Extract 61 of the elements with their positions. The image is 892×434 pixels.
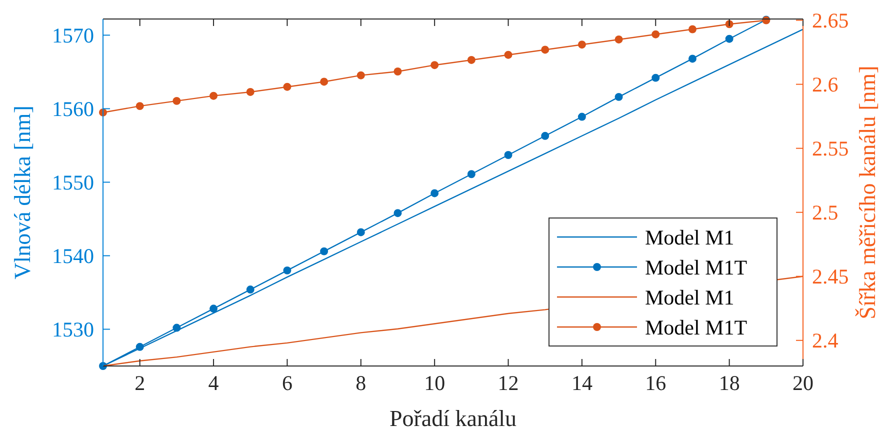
point: [504, 151, 512, 159]
point: [725, 34, 734, 43]
point: [136, 102, 144, 110]
point: [246, 88, 254, 96]
x-tick-label: 6: [282, 371, 292, 395]
point: [172, 96, 181, 105]
legend-label: Model M1T: [645, 255, 748, 280]
y-tick-label: 1530: [52, 318, 94, 342]
point: [578, 112, 586, 121]
point: [172, 324, 181, 332]
y2-axis-title: Šířka měřicího kanálu [nm]: [855, 66, 880, 320]
y-tick-label: 1560: [52, 97, 94, 122]
y2-tick-label: 2.45: [812, 264, 849, 289]
point: [320, 247, 328, 256]
point: [283, 82, 292, 91]
x-axis-title: Pořadí kanálu: [389, 406, 518, 431]
y-axis-title: Vlnová délka [nm]: [10, 106, 35, 280]
point: [210, 304, 218, 313]
point: [394, 209, 402, 218]
point: [652, 30, 660, 38]
point: [467, 56, 476, 64]
x-tick-label: 12: [498, 371, 519, 395]
point: [614, 36, 623, 44]
legend-label: Model M1: [645, 225, 734, 250]
x-tick-label: 14: [571, 371, 593, 395]
point: [356, 71, 365, 80]
point: [394, 68, 402, 76]
x-tick-label: 16: [645, 371, 666, 395]
legend-label: Model M1: [645, 285, 734, 310]
y2-tick-label: 2.55: [812, 136, 849, 161]
point: [210, 92, 218, 100]
point: [136, 342, 144, 351]
x-tick-label: 8: [356, 371, 366, 395]
point: [541, 132, 550, 140]
x-tick-label: 4: [208, 371, 220, 395]
point: [688, 25, 696, 34]
y2-tick-label: 2.5: [812, 200, 838, 225]
y2-tick-label: 2.65: [812, 8, 849, 33]
y2-tick-label: 2.4: [812, 328, 839, 353]
y-tick-label: 1570: [52, 24, 94, 48]
point: [430, 189, 439, 198]
point: [320, 78, 328, 86]
y-tick-label: 1540: [52, 244, 94, 268]
point: [688, 54, 696, 63]
point: [246, 286, 254, 294]
point: [467, 170, 476, 178]
point: [578, 40, 586, 49]
point: [652, 74, 660, 82]
point: [283, 266, 292, 274]
point: [614, 92, 623, 101]
point: [356, 228, 365, 236]
x-tick-label: 2: [134, 371, 146, 395]
x-tick-label: 18: [718, 371, 740, 395]
legend-label: Model M1T: [645, 315, 748, 340]
y2-tick-label: 2.6: [812, 72, 838, 97]
y-tick-label: 1550: [52, 170, 94, 195]
x-tick-label: 20: [792, 371, 814, 395]
x-tick-label: 10: [424, 371, 446, 395]
point: [430, 61, 439, 70]
point: [541, 46, 550, 54]
point: [504, 50, 512, 59]
